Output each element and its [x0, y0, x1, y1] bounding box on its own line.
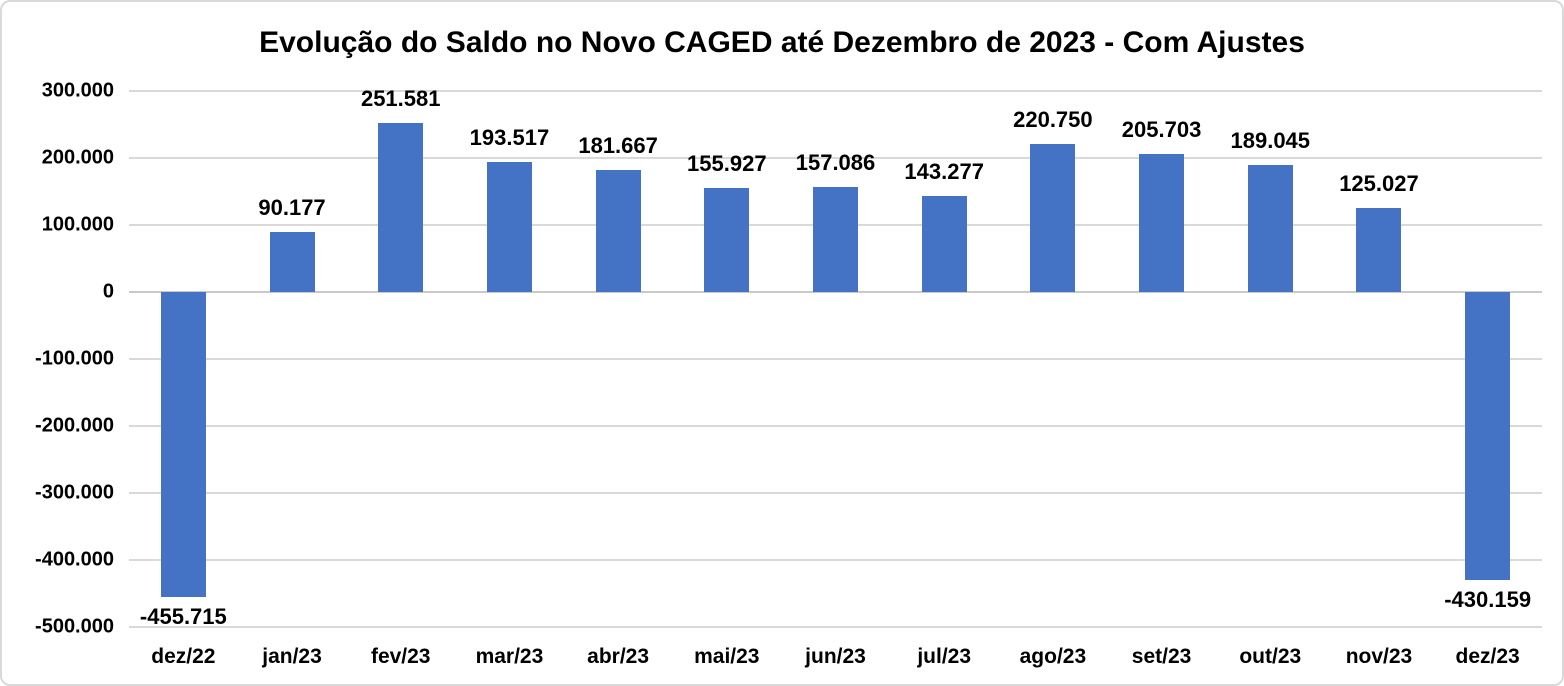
gridline: [129, 157, 1542, 159]
x-axis-tick-label: abr/23: [587, 645, 650, 668]
data-label: 143.277: [904, 159, 984, 185]
data-label: 251.581: [360, 86, 441, 112]
bar-dez-23: [1465, 292, 1511, 581]
bar-jun-23: [813, 186, 858, 292]
x-axis-tick-label: dez/23: [1455, 645, 1520, 668]
gridline: [129, 90, 1542, 92]
x-axis-tick-label: jun/23: [805, 645, 866, 668]
x-axis-tick-label: jan/23: [262, 645, 322, 668]
data-label: 157.086: [795, 149, 876, 175]
gridline: [129, 425, 1542, 427]
data-label: 220.750: [1013, 107, 1093, 133]
data-label: 90.177: [258, 194, 326, 220]
data-label: 205.703: [1121, 117, 1202, 143]
y-axis-tick-label: -300.000: [35, 481, 114, 504]
bar-out-23: [1247, 165, 1293, 292]
x-axis-tick-label: mai/23: [694, 645, 760, 668]
bar-jul-23: [921, 196, 967, 292]
bar-abr-23: [595, 170, 641, 292]
data-label: -430.159: [1444, 587, 1532, 613]
x-axis-tick-label: fev/23: [370, 645, 431, 668]
bar-mar-23: [486, 162, 532, 292]
data-label: 189.045: [1230, 128, 1311, 154]
data-label: 181.667: [578, 133, 658, 159]
x-axis-tick-label: mar/23: [475, 645, 544, 668]
bar-set-23: [1139, 154, 1185, 292]
data-label: 193.517: [469, 125, 550, 151]
chart-title: Evolução do Saldo no Novo CAGED até Deze…: [259, 26, 1305, 59]
gridline: [129, 559, 1542, 561]
gridline: [129, 358, 1542, 360]
x-axis-tick-label: ago/23: [1019, 645, 1087, 668]
y-axis-tick-label: 200.000: [41, 146, 114, 169]
y-axis-tick-label: 300.000: [41, 79, 114, 102]
x-axis-tick-label: dez/22: [151, 645, 216, 668]
data-label: 155.927: [687, 150, 767, 176]
x-axis-tick-label: nov/23: [1345, 645, 1413, 668]
bar-fev-23: [378, 123, 424, 292]
bar-jan-23: [269, 231, 315, 292]
y-axis-tick-label: -500.000: [35, 615, 114, 638]
y-axis-tick-label: 0: [102, 280, 114, 303]
y-axis-tick-label: 100.000: [41, 213, 114, 236]
y-axis-tick-label: -200.000: [35, 414, 114, 437]
data-label: 125.027: [1339, 171, 1419, 197]
x-axis-line: [129, 291, 1542, 293]
bar-dez-22: [160, 292, 206, 598]
y-axis-tick-label: -400.000: [35, 548, 114, 571]
gridline: [129, 626, 1542, 628]
x-axis-tick-label: jul/23: [917, 645, 972, 668]
bar-nov-23: [1356, 208, 1402, 292]
y-axis-tick-label: -100.000: [35, 347, 114, 370]
bar-ago-23: [1030, 144, 1076, 292]
x-axis-tick-label: set/23: [1131, 645, 1192, 668]
x-axis-tick-label: out/23: [1239, 645, 1302, 668]
gridline: [129, 492, 1542, 494]
data-label: -455.715: [139, 604, 227, 630]
bar-mai-23: [704, 187, 750, 292]
